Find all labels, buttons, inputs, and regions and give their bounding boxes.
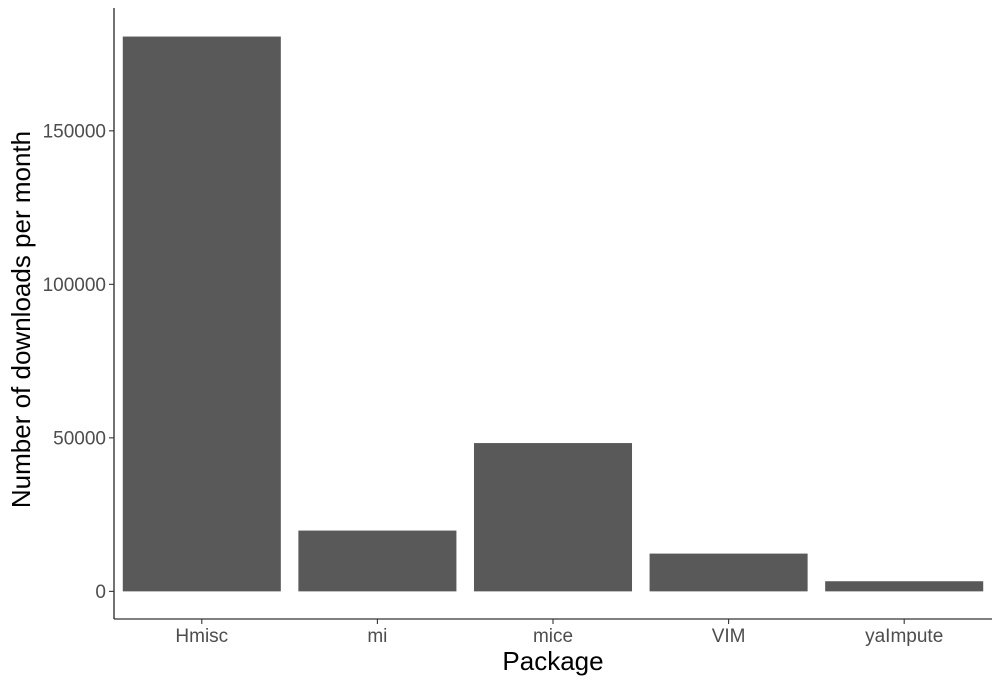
x-tick-label: VIM (712, 626, 746, 647)
y-tick-label: 100000 (43, 275, 106, 296)
y-axis: 0 50000 100000 150000 (43, 8, 115, 619)
bars-group (122, 36, 984, 592)
bar-mi (298, 530, 457, 592)
x-axis: Hmisc mi mice VIM yaImpute (114, 618, 992, 647)
y-tick-label: 50000 (53, 428, 106, 449)
bar-mice (473, 443, 633, 592)
x-tick-label: Hmisc (175, 626, 228, 647)
y-tick-label: 0 (95, 582, 106, 603)
bar-hmisc (122, 36, 281, 592)
x-tick-label: yaImpute (865, 626, 943, 647)
x-tick-label: mi (367, 626, 387, 647)
bar-yaimpute (825, 581, 984, 592)
x-tick-label: mice (533, 626, 573, 647)
x-axis-title: Package (502, 646, 603, 676)
bar-vim (649, 553, 808, 592)
y-tick-label: 150000 (43, 121, 106, 142)
y-axis-title: Number of downloads per month (6, 131, 36, 508)
